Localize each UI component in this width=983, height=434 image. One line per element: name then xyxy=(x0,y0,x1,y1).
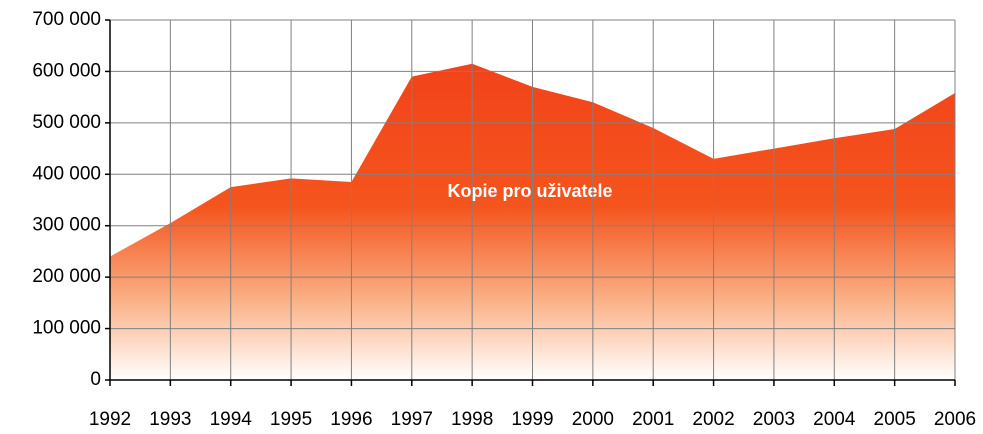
x-tick-label: 1997 xyxy=(391,409,433,430)
x-tick-label: 1992 xyxy=(89,409,131,430)
series-label: Kopie pro uživatele xyxy=(447,181,612,201)
y-tick-label: 0 xyxy=(90,369,101,390)
y-tick-label: 500 000 xyxy=(32,112,101,133)
x-tick-label: 2003 xyxy=(753,409,795,430)
x-tick-label: 2005 xyxy=(874,409,916,430)
x-tick-label: 1995 xyxy=(270,409,312,430)
x-tick-label: 1994 xyxy=(210,409,253,430)
y-tick-label: 200 000 xyxy=(32,266,101,287)
x-tick-label: 1996 xyxy=(330,409,372,430)
x-tick-label: 2004 xyxy=(813,409,856,430)
y-tick-label: 300 000 xyxy=(32,215,101,236)
x-tick-label: 1999 xyxy=(511,409,553,430)
y-tick-label: 600 000 xyxy=(32,60,101,81)
x-tick-label: 2000 xyxy=(572,409,614,430)
x-tick-label: 2001 xyxy=(632,409,674,430)
x-tick-label: 1998 xyxy=(451,409,493,430)
y-tick-label: 100 000 xyxy=(32,318,101,339)
y-tick-label: 400 000 xyxy=(32,163,101,184)
y-tick-label: 700 000 xyxy=(32,9,101,30)
x-tick-label: 2002 xyxy=(692,409,734,430)
x-tick-label: 1993 xyxy=(149,409,191,430)
x-tick-label: 2006 xyxy=(934,409,976,430)
